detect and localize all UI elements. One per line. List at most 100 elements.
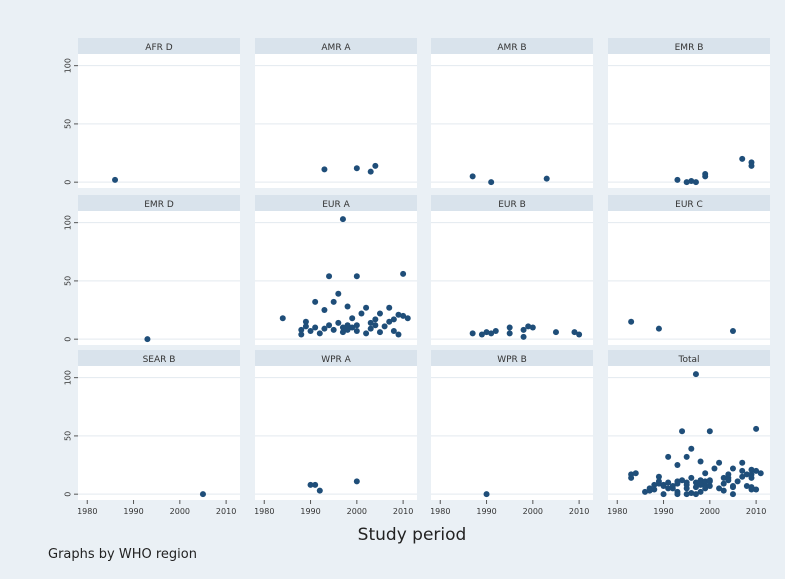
panel-header	[431, 195, 593, 211]
data-point	[748, 474, 755, 481]
data-point	[660, 483, 667, 490]
panel-header	[255, 195, 417, 211]
panel-plot-region	[78, 211, 240, 345]
panel-title: EMR D	[144, 200, 174, 210]
panel-header	[431, 350, 593, 366]
data-point	[321, 166, 328, 173]
panel-eur-a: EUR A	[255, 195, 417, 345]
panel-plot-region	[255, 211, 417, 345]
data-point	[683, 453, 690, 460]
data-point	[344, 303, 351, 310]
data-point	[483, 329, 490, 336]
panel-header	[78, 350, 240, 366]
panel-eur-b: EUR B	[431, 195, 593, 345]
data-point	[683, 179, 690, 186]
data-point	[679, 477, 686, 484]
data-point	[743, 471, 750, 478]
panel-emr-b: EMR B	[608, 38, 770, 188]
data-point	[692, 479, 699, 486]
data-point	[646, 487, 653, 494]
x-tick-label: 1980	[77, 507, 97, 516]
data-point	[339, 329, 346, 336]
data-point	[688, 490, 695, 497]
data-point	[353, 478, 360, 485]
data-point	[729, 484, 736, 491]
data-point	[298, 331, 305, 338]
panel-wpr-b: WPR B	[431, 350, 593, 500]
panel-title: EUR C	[675, 200, 703, 210]
data-point	[395, 331, 402, 338]
data-point	[692, 491, 699, 498]
data-point	[279, 315, 286, 322]
data-point	[688, 445, 695, 452]
panel-header	[78, 38, 240, 54]
data-point	[506, 324, 513, 331]
data-point	[697, 481, 704, 488]
panel-amr-b: AMR B	[431, 38, 593, 188]
data-point	[739, 459, 746, 466]
x-tick-label: 2010	[216, 507, 236, 516]
panel-emr-d: EMR D	[78, 195, 240, 345]
data-point	[335, 290, 342, 297]
data-point	[665, 453, 672, 460]
panel-wpr-a: WPR A	[255, 350, 417, 500]
data-point	[674, 462, 681, 469]
data-point	[363, 304, 370, 311]
data-point	[642, 488, 649, 495]
data-point	[739, 467, 746, 474]
data-point	[706, 478, 713, 485]
data-point	[665, 485, 672, 492]
y-tick-label: 50	[64, 276, 73, 286]
data-point	[660, 491, 667, 498]
data-point	[674, 491, 681, 498]
panel-title: EUR A	[322, 200, 350, 210]
data-point	[706, 428, 713, 435]
x-tick-label: 2010	[569, 507, 589, 516]
data-point	[390, 328, 397, 335]
data-point	[725, 477, 732, 484]
panel-plot-region	[431, 366, 593, 500]
data-point	[307, 328, 314, 335]
data-point	[488, 179, 495, 186]
data-point	[706, 483, 713, 490]
panel-header	[608, 195, 770, 211]
data-point	[372, 316, 379, 323]
data-point	[386, 318, 393, 325]
data-point	[543, 175, 550, 182]
data-point	[469, 173, 476, 180]
panel-plot-region	[431, 54, 593, 188]
x-tick-label: 2010	[393, 507, 413, 516]
x-tick-label: 1990	[653, 507, 673, 516]
data-point	[655, 325, 662, 332]
x-axis-title: Study period	[358, 525, 467, 545]
panel-title: WPR A	[321, 355, 351, 365]
data-point	[743, 483, 750, 490]
data-point	[478, 331, 485, 338]
panel-plot-region	[255, 54, 417, 188]
data-point	[720, 474, 727, 481]
data-point	[665, 479, 672, 486]
data-point	[376, 329, 383, 336]
data-point	[692, 179, 699, 186]
data-point	[669, 483, 676, 490]
x-tick-label: 1980	[254, 507, 274, 516]
data-point	[316, 330, 323, 337]
panel-plot-region	[431, 211, 593, 345]
panel-sear-b: SEAR B	[78, 350, 240, 500]
data-point	[679, 428, 686, 435]
data-point	[683, 485, 690, 492]
data-point	[651, 481, 658, 488]
x-tick-label: 1980	[430, 507, 450, 516]
y-tick-label: 0	[64, 492, 73, 497]
data-point	[697, 458, 704, 465]
panel-title: EMR B	[675, 43, 704, 53]
data-point	[372, 322, 379, 329]
data-point	[697, 477, 704, 484]
x-tick-label: 2000	[170, 507, 190, 516]
data-point	[353, 273, 360, 280]
y-tick-label: 100	[64, 58, 73, 73]
data-point	[339, 216, 346, 223]
data-point	[520, 326, 527, 333]
data-point	[376, 310, 383, 317]
